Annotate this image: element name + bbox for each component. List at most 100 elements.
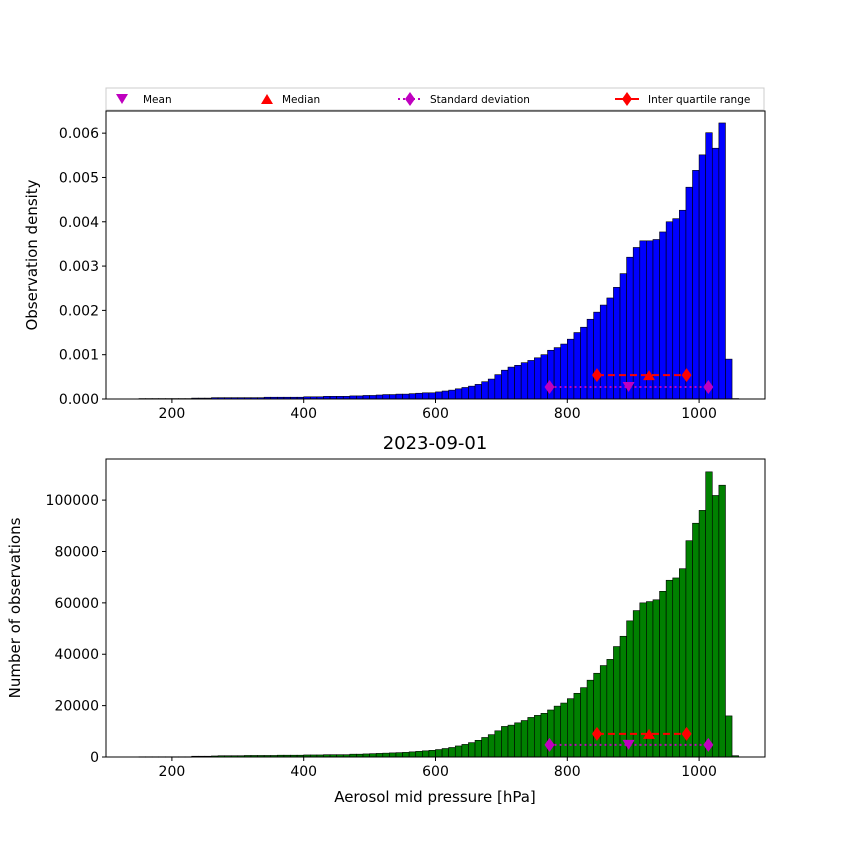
density-bar <box>527 360 535 400</box>
count-bar <box>613 646 621 758</box>
density-bar <box>494 374 502 400</box>
count-bar <box>422 750 430 758</box>
count-bar <box>494 730 502 758</box>
iqr-lower-marker <box>591 368 602 383</box>
count-y-axis: 0 20000 40000 60000 80000 100000 <box>46 493 106 766</box>
density-bar <box>599 304 608 400</box>
density-bar <box>540 354 548 400</box>
y-tick-label: 60000 <box>54 596 99 612</box>
std-lower-marker <box>544 380 555 395</box>
count-bar <box>415 751 423 758</box>
count-bar <box>679 568 687 758</box>
x-tick-label: 200 <box>159 764 186 780</box>
count-bar <box>454 745 463 758</box>
mean-marker <box>622 382 635 393</box>
count-bar <box>461 744 469 758</box>
count-bar <box>435 749 443 758</box>
density-bar <box>580 326 588 400</box>
count-bar <box>514 722 522 758</box>
density-histogram-panel: 200 400 600 800 1000 0.0000.0010.0020.0030.0… <box>23 110 766 422</box>
triangle-up-icon <box>261 94 273 104</box>
y-tick-label: 0.003 <box>59 259 99 275</box>
legend-label-mean: Mean <box>143 94 172 106</box>
count-bar <box>606 659 614 758</box>
legend-label-iqr: Inter quartile range <box>648 94 750 106</box>
x-tick-label: 200 <box>159 406 186 422</box>
count-bars <box>138 471 739 758</box>
density-bar <box>369 395 377 400</box>
count-bar <box>705 471 713 758</box>
count-bar <box>632 610 641 758</box>
density-bar <box>461 387 469 400</box>
y-tick-label: 0 <box>90 750 99 766</box>
legend-label-std: Standard deviation <box>430 94 530 106</box>
density-bar <box>685 186 693 400</box>
density-bar <box>514 365 522 400</box>
count-statistics <box>544 726 714 752</box>
count-bar <box>659 591 667 758</box>
count-bar <box>692 522 700 758</box>
density-bar <box>389 394 397 400</box>
count-bar <box>534 715 542 758</box>
density-bar <box>501 369 509 400</box>
x-tick-label: 800 <box>554 406 581 422</box>
density-bar <box>395 393 403 400</box>
density-bar <box>474 384 482 400</box>
density-x-axis: 200 400 600 800 1000 <box>159 399 717 422</box>
count-histogram-panel: 200 400 600 800 1000 0 20000 40000 60000 80000 10… <box>6 458 766 806</box>
density-bar <box>428 392 436 400</box>
density-bar <box>454 388 463 400</box>
count-bar <box>711 495 720 758</box>
density-bar <box>553 347 562 400</box>
count-bar <box>369 753 377 758</box>
count-bar <box>685 540 693 758</box>
density-bar <box>362 395 370 400</box>
iqr-lower-marker <box>591 726 602 741</box>
density-bar <box>560 343 568 400</box>
std-lower-marker <box>544 737 555 752</box>
count-bar <box>560 702 568 758</box>
iqr-upper-marker <box>681 368 692 383</box>
density-bar <box>672 218 680 400</box>
y-tick-label: 80000 <box>54 544 99 560</box>
legend: Mean Median Standard deviation Inter qua… <box>105 87 765 111</box>
density-bar <box>692 170 700 400</box>
count-bar <box>487 734 496 758</box>
density-bar <box>468 385 476 400</box>
density-bar <box>665 221 674 400</box>
density-bar <box>711 147 720 400</box>
count-bar <box>474 740 482 758</box>
median-marker <box>643 728 656 739</box>
count-bar <box>507 724 515 758</box>
density-bar <box>705 132 713 400</box>
figure-title: 2023-09-01 <box>383 433 488 454</box>
legend-label-median: Median <box>282 94 320 106</box>
density-bar <box>573 332 581 400</box>
density-bar <box>520 362 529 400</box>
density-bar <box>382 394 390 400</box>
count-bar <box>665 579 674 758</box>
std-upper-marker <box>703 380 714 395</box>
count-bar <box>527 717 535 758</box>
count-bar <box>619 635 627 758</box>
density-bar <box>718 122 726 400</box>
density-bar <box>725 358 733 400</box>
density-bar <box>659 231 667 400</box>
count-bar <box>448 747 456 758</box>
density-bar <box>606 297 614 400</box>
y-tick-label: 100000 <box>46 493 99 509</box>
count-bar <box>672 577 680 758</box>
density-bar <box>487 378 496 400</box>
y-tick-label: 0.000 <box>59 392 99 408</box>
y-tick-label: 40000 <box>54 647 99 663</box>
count-bar <box>553 705 562 758</box>
density-bar <box>441 390 449 400</box>
density-bar <box>507 366 515 400</box>
density-bar <box>626 256 634 400</box>
count-bar <box>395 752 403 758</box>
count-bar <box>580 687 588 758</box>
x-tick-label: 600 <box>422 764 449 780</box>
iqr-upper-marker <box>681 726 692 741</box>
count-bar <box>375 753 384 758</box>
